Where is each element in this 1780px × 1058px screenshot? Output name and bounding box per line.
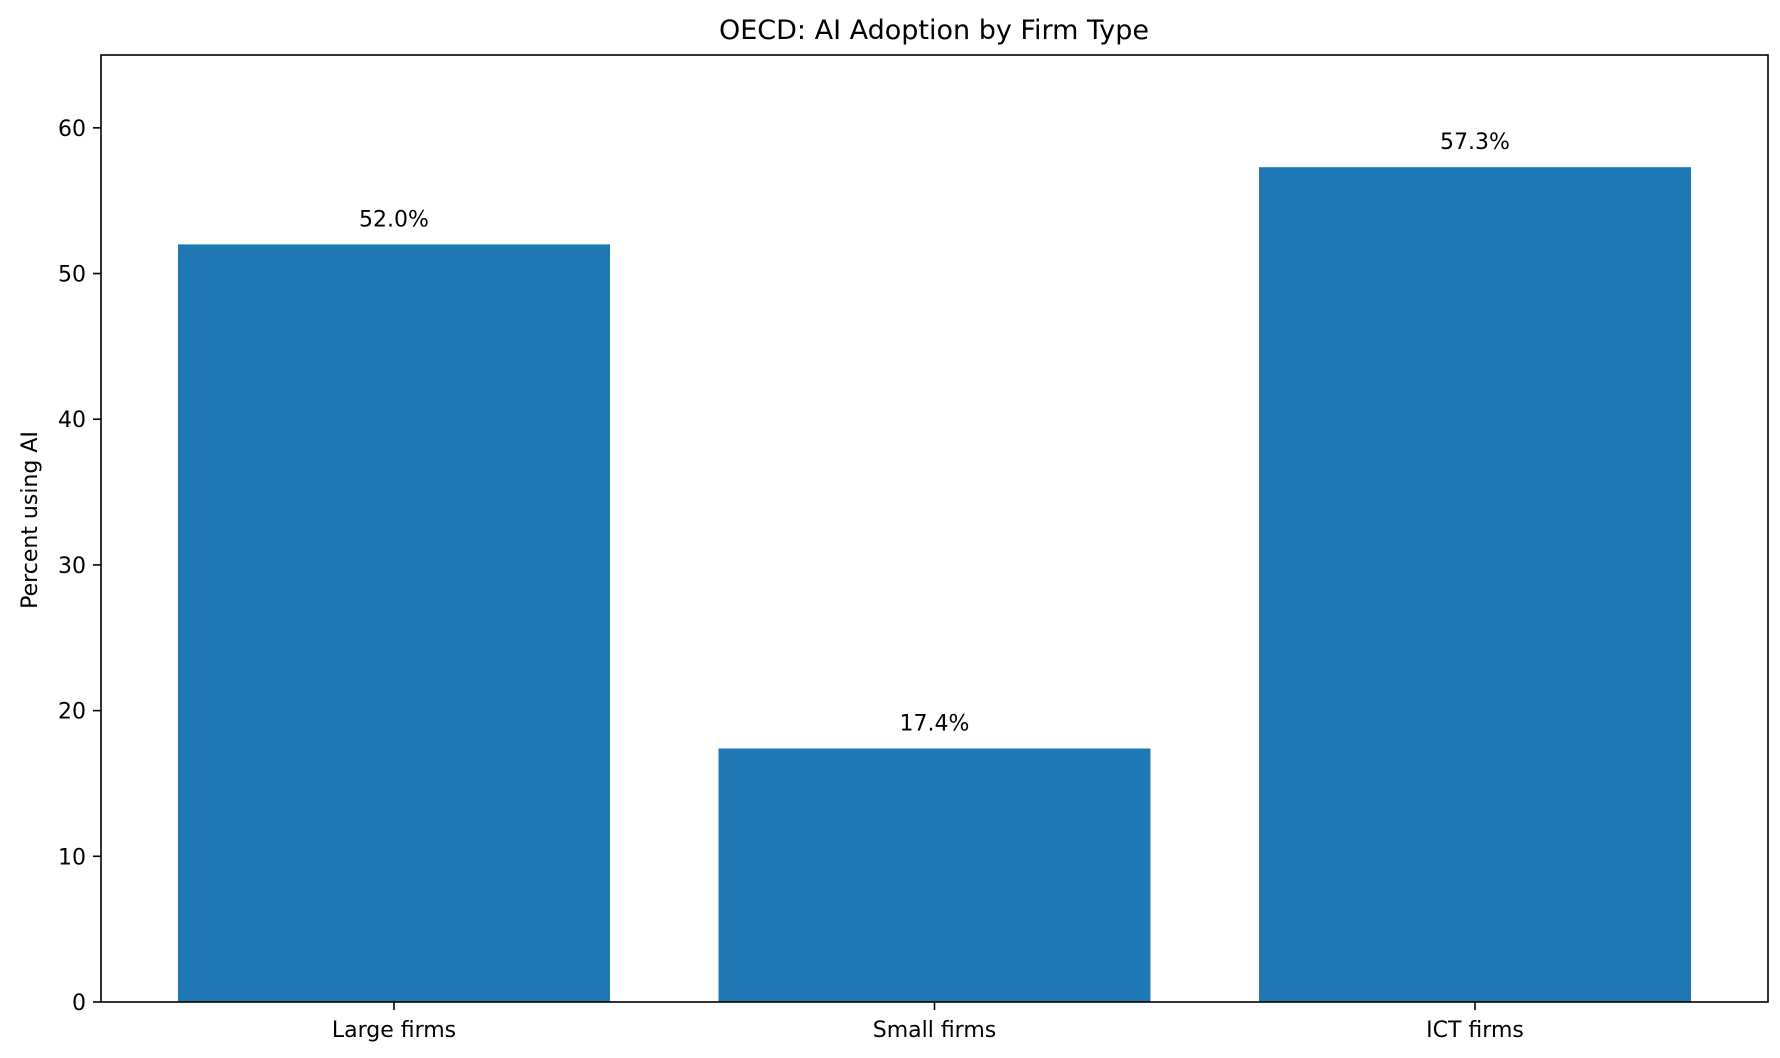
x-tick-label: ICT firms xyxy=(1426,1018,1524,1043)
bar-value-label: 57.3% xyxy=(1440,130,1510,155)
bar-value-label: 52.0% xyxy=(359,207,429,232)
y-axis-ticks: 0 10 20 30 40 50 60 xyxy=(58,117,101,1016)
y-tick-label: 0 xyxy=(72,991,86,1016)
bars-group xyxy=(178,167,1691,1002)
x-tick-label: Small firms xyxy=(873,1018,997,1043)
value-labels-group: 52.0% 17.4% 57.3% xyxy=(359,130,1510,736)
y-tick-label: 60 xyxy=(58,117,86,142)
chart-title: OECD: AI Adoption by Firm Type xyxy=(719,15,1149,46)
y-tick-label: 10 xyxy=(58,845,86,870)
bar-large-firms xyxy=(178,244,610,1002)
y-tick-label: 50 xyxy=(58,263,86,288)
bar-ict-firms xyxy=(1259,167,1691,1002)
y-tick-label: 20 xyxy=(58,700,86,725)
y-axis-label: Percent using AI xyxy=(18,431,43,609)
x-axis-ticks: Large firms Small firms ICT firms xyxy=(332,1002,1524,1043)
y-tick-label: 40 xyxy=(58,408,86,433)
plot-area-frame xyxy=(100,54,1769,1003)
bar-small-firms xyxy=(718,748,1151,1002)
x-tick-label: Large firms xyxy=(332,1018,456,1043)
y-tick-label: 30 xyxy=(58,554,86,579)
bar-value-label: 17.4% xyxy=(900,711,970,736)
